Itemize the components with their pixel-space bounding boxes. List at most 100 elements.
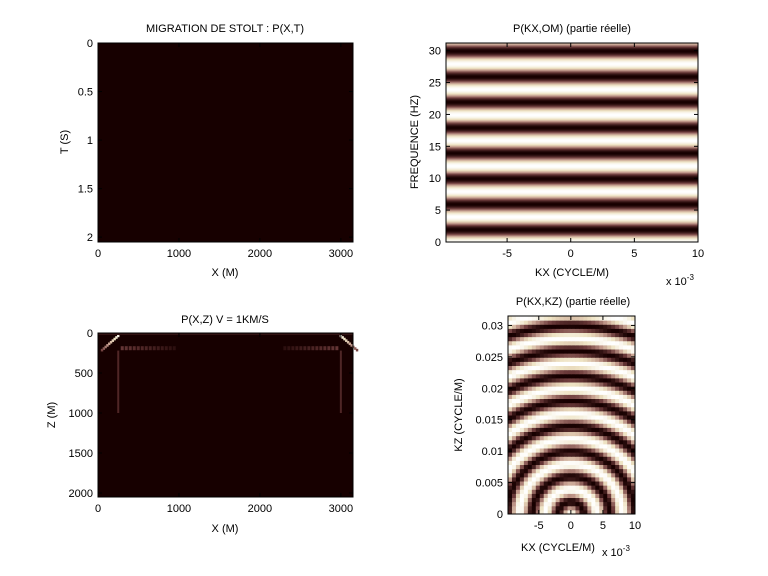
- heatmap-cell: [531, 443, 537, 449]
- heatmap-cell: [627, 402, 632, 408]
- heatmap-cell: [531, 382, 537, 387]
- heatmap-cell: [587, 361, 592, 367]
- heatmap-cell: [627, 456, 632, 461]
- heatmap-cell: [615, 373, 620, 379]
- heatmap-cell: [543, 423, 549, 428]
- heatmap-cell: [527, 320, 533, 325]
- heatmap-cell: [603, 402, 608, 408]
- heatmap-cell: [508, 431, 513, 437]
- heatmap-cell: [603, 415, 608, 420]
- heatmap-cell: [523, 472, 529, 478]
- heatmap-cell: [567, 320, 572, 325]
- heatmap-cell: [508, 489, 513, 494]
- heatmap-cell: [527, 336, 533, 342]
- artifact-mark: [287, 346, 291, 351]
- heatmap-cell: [555, 353, 561, 358]
- heatmap-cell: [575, 452, 580, 457]
- heatmap-cell: [611, 382, 616, 387]
- heatmap-cell: [539, 390, 545, 395]
- heatmap-cell: [555, 464, 561, 470]
- heatmap-cell: [543, 320, 549, 325]
- y-tick-label: 0.5: [78, 87, 93, 99]
- heatmap-cell: [539, 419, 545, 424]
- heatmap-cell: [555, 398, 561, 404]
- heatmap-cell: [531, 505, 537, 511]
- heatmap-cell: [515, 349, 521, 354]
- heatmap-cell: [583, 361, 588, 367]
- heatmap-cell: [539, 324, 545, 329]
- heatmap-cell: [523, 390, 529, 395]
- heatmap-cell: [591, 349, 596, 354]
- heatmap-cell: [543, 373, 549, 379]
- heatmap-cell: [595, 344, 600, 350]
- heatmap-cell: [619, 402, 624, 408]
- heatmap-cell: [599, 419, 604, 424]
- heatmap-cell: [555, 365, 561, 371]
- heatmap-cell: [555, 481, 561, 486]
- heatmap-cell: [515, 464, 521, 470]
- heatmap-row: [446, 183, 698, 186]
- heatmap-cell: [631, 320, 636, 325]
- y-axis-label: T (S): [59, 130, 71, 154]
- heatmap-cell: [519, 410, 525, 416]
- heatmap-cell: [515, 390, 521, 395]
- heatmap-cell: [571, 394, 576, 400]
- heatmap-cell: [603, 382, 608, 387]
- heatmap-cell: [603, 390, 608, 395]
- heatmap-cell: [539, 505, 545, 511]
- heatmap-cell: [615, 357, 620, 362]
- heatmap-cell: [619, 443, 624, 449]
- heatmap-cell: [619, 489, 624, 494]
- heatmap-cell: [587, 316, 592, 321]
- x-exponent-label: x 10-3: [602, 544, 630, 559]
- heatmap-cell: [623, 373, 628, 379]
- heatmap-cell: [523, 398, 529, 404]
- heatmap-cell: [515, 501, 521, 507]
- heatmap-row: [446, 131, 698, 134]
- heatmap-cell: [571, 402, 576, 408]
- heatmap-cell: [555, 468, 561, 474]
- heatmap-cell: [531, 448, 537, 453]
- heatmap-cell: [623, 509, 628, 515]
- heatmap-cell: [607, 328, 612, 334]
- heatmap-cell: [623, 443, 628, 449]
- heatmap-row: [446, 139, 698, 141]
- heatmap-cell: [559, 398, 565, 404]
- heatmap-cell: [555, 340, 561, 346]
- heatmap-row: [446, 52, 698, 55]
- heatmap-cell: [535, 423, 541, 428]
- heatmap-cell: [583, 493, 588, 499]
- heatmap-cell: [631, 505, 636, 511]
- heatmap-cell: [603, 336, 608, 342]
- heatmap-cell: [619, 394, 624, 400]
- heatmap-cell: [603, 435, 608, 441]
- heatmap-cell: [519, 316, 525, 321]
- heatmap-cell: [603, 398, 608, 404]
- heatmap-cell: [563, 320, 569, 325]
- heatmap-cell: [511, 464, 517, 470]
- heatmap-cell: [551, 410, 557, 416]
- plot-area: [97, 332, 359, 498]
- heatmap-cell: [535, 460, 541, 466]
- heatmap-cell: [611, 390, 616, 395]
- y-tick-label: 5: [435, 205, 441, 217]
- heatmap-cell: [623, 505, 628, 511]
- heatmap-cell: [523, 419, 529, 424]
- heatmap-cell: [583, 320, 588, 325]
- heatmap-cell: [623, 394, 628, 400]
- heatmap-row: [446, 119, 698, 121]
- heatmap-cell: [623, 427, 628, 433]
- heatmap-cell: [595, 336, 600, 342]
- heatmap-cell: [547, 402, 553, 408]
- heatmap-cell: [627, 415, 632, 420]
- artifact-mark: [115, 336, 118, 339]
- heatmap-cell: [567, 509, 572, 515]
- heatmap-row: [446, 47, 698, 50]
- heatmap-cell: [527, 456, 533, 461]
- heatmap-row: [446, 181, 698, 183]
- heatmap-cell: [515, 361, 521, 367]
- heatmap-cell: [511, 452, 517, 457]
- heatmap-cell: [627, 468, 632, 474]
- heatmap-cell: [555, 410, 561, 416]
- heatmap-cell: [615, 398, 620, 404]
